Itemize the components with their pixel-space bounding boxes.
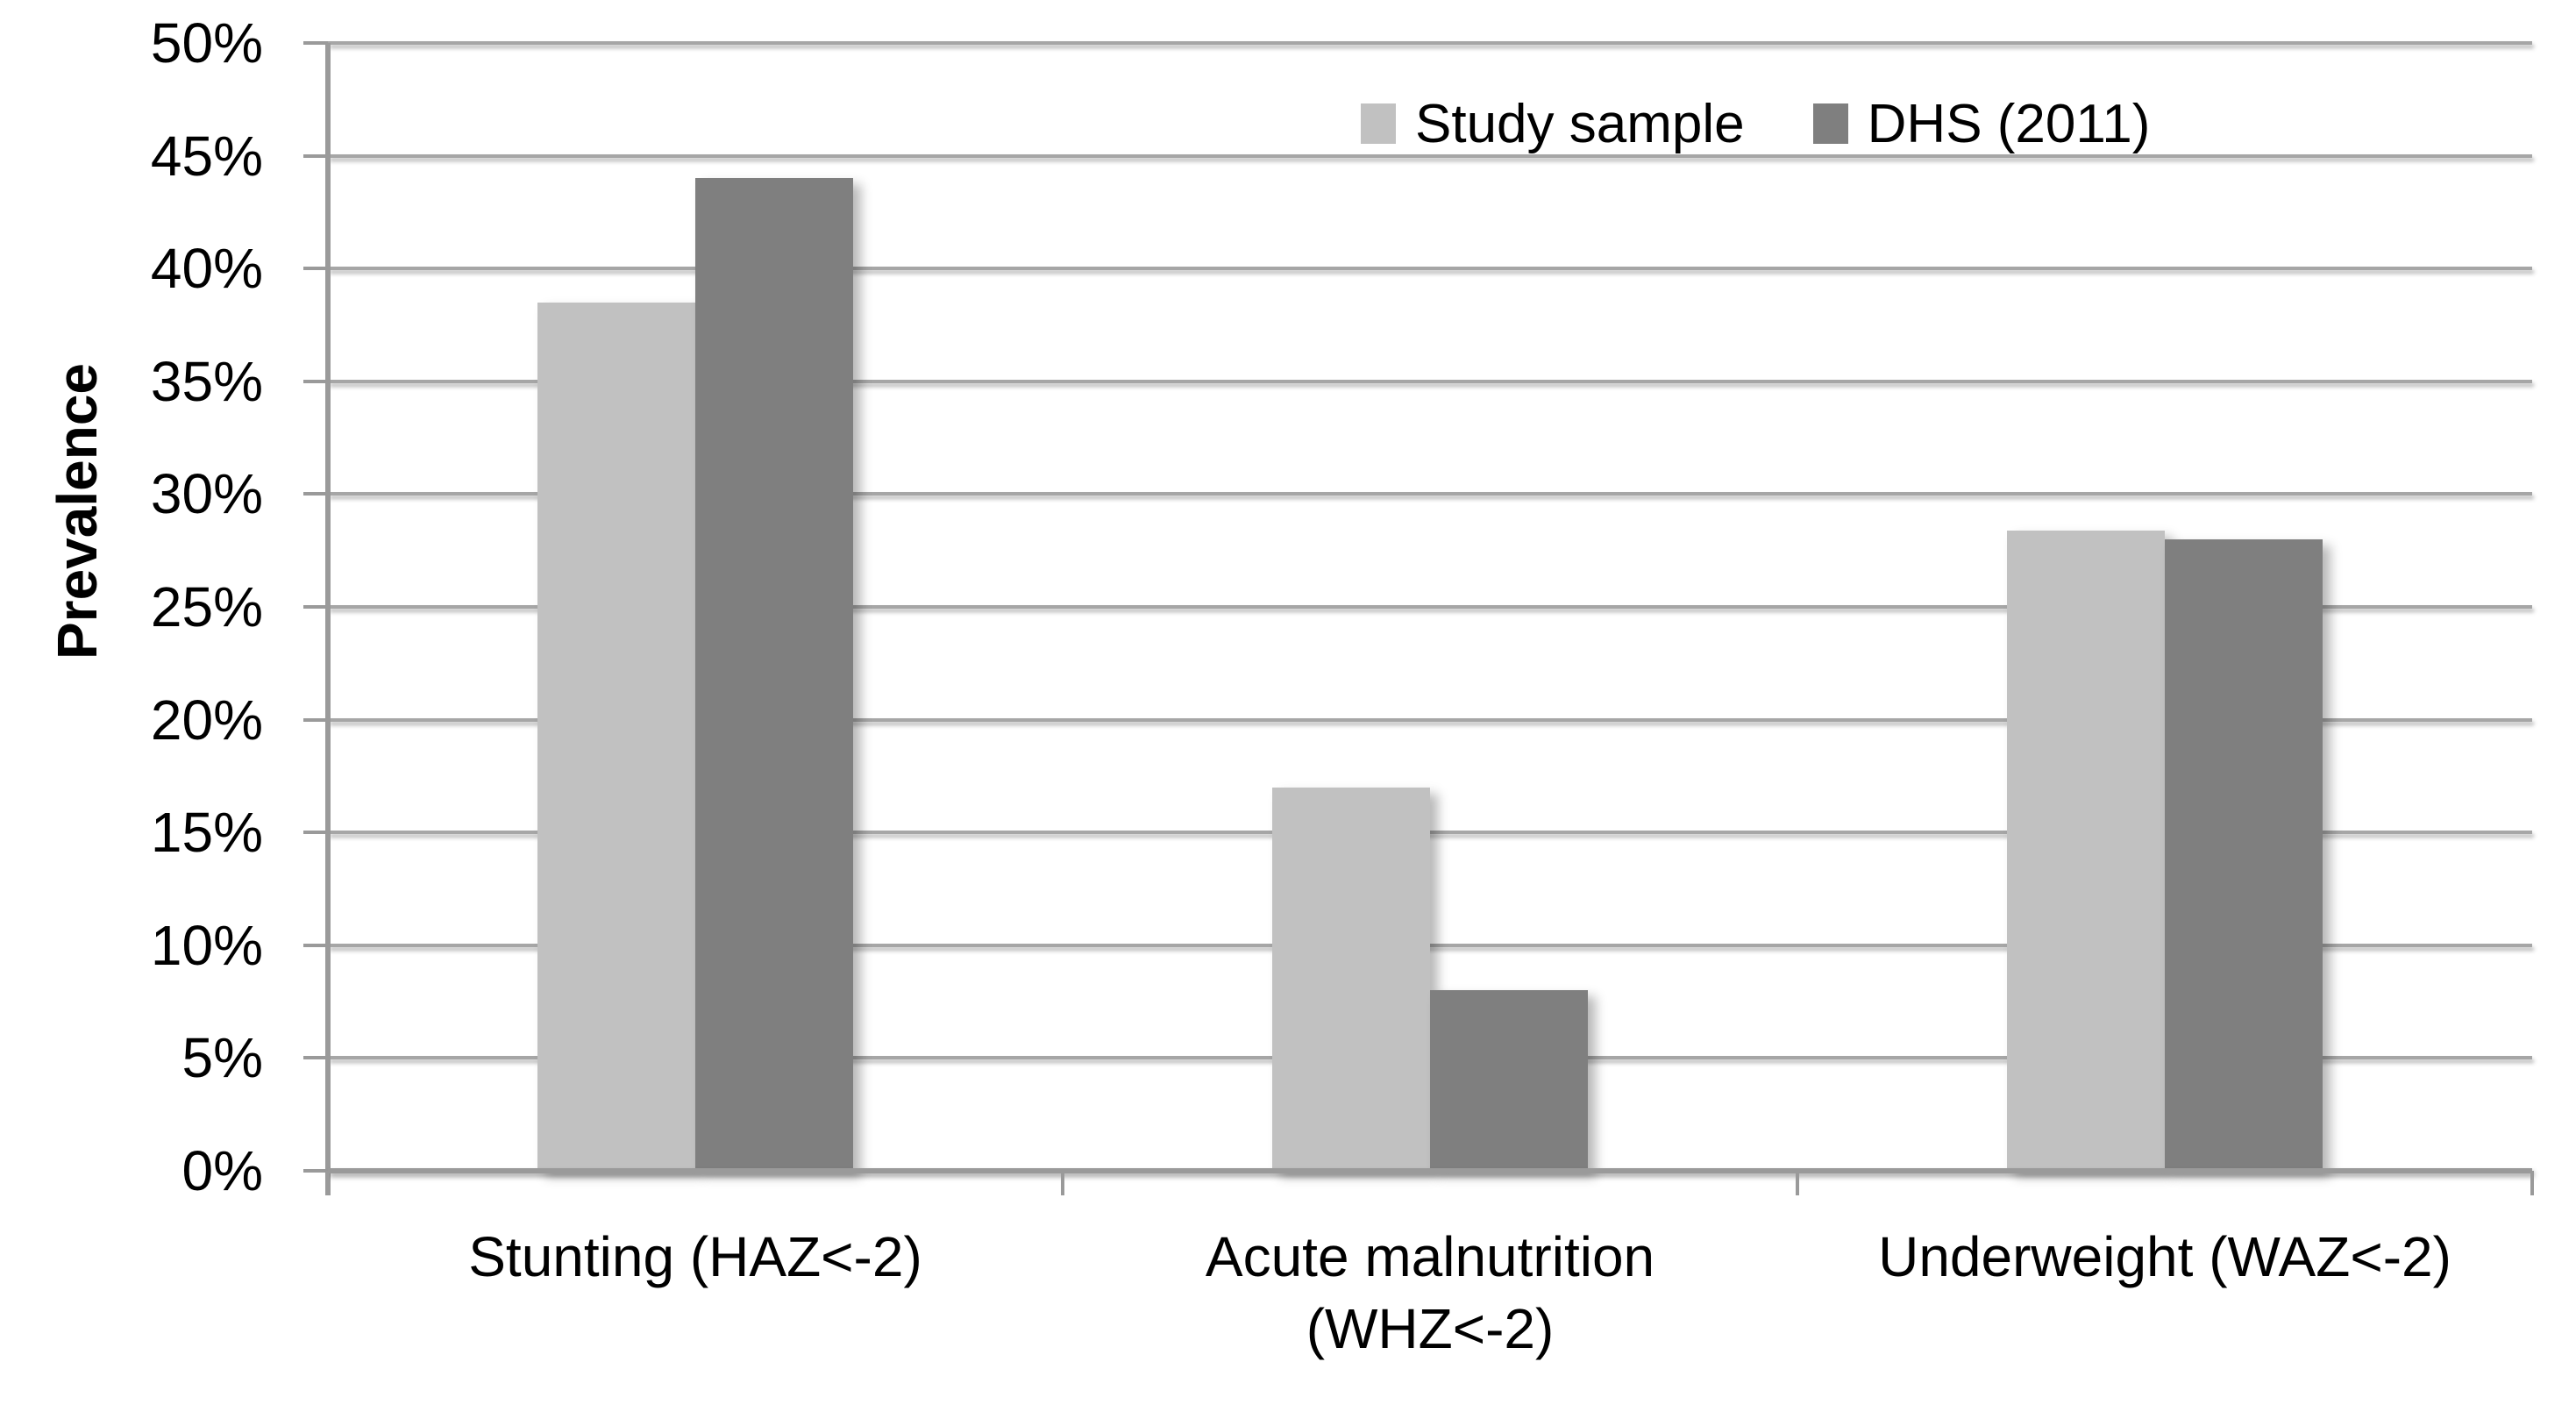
y-axis-tick-mark <box>303 943 328 947</box>
y-axis-tick-label: 5% <box>181 1026 264 1090</box>
y-axis-tick-label: 30% <box>150 462 263 526</box>
bar-study-sample-1 <box>537 302 695 1171</box>
bar-study-sample-2 <box>1272 787 1430 1171</box>
y-axis-tick-label: 35% <box>150 349 263 413</box>
x-axis-tick-mark <box>1061 1171 1064 1195</box>
y-axis-tick-label: 25% <box>150 575 263 638</box>
legend-swatch-dhs-2011 <box>1812 103 1848 144</box>
gridline-50% <box>328 41 2532 45</box>
y-axis-tick-mark <box>303 1056 328 1060</box>
bar-dhs-2011--2 <box>1430 990 1588 1171</box>
bar-dhs-2011--3 <box>2165 538 2323 1171</box>
gridline-30% <box>328 492 2532 496</box>
gridline-45% <box>328 153 2532 158</box>
legend-label-study-sample: Study sample <box>1415 93 1745 154</box>
y-axis-tick-label: 50% <box>150 11 263 75</box>
y-axis-tick-mark <box>303 831 328 835</box>
gridline-40% <box>328 267 2532 271</box>
y-axis-tick-mark <box>303 41 328 45</box>
bar-study-sample-3 <box>2007 530 2165 1171</box>
y-axis-tick-mark <box>303 605 328 609</box>
legend-swatch-study-sample <box>1361 103 1396 144</box>
y-axis-tick-label: 15% <box>150 801 263 865</box>
category-label: Stunting (HAZ<-2) <box>468 1225 922 1288</box>
x-axis-tick-mark <box>326 1171 330 1195</box>
category-label: Acute malnutrition (WHZ<-2) <box>1205 1225 1655 1360</box>
plot-area <box>303 41 2534 1195</box>
y-axis-tick-mark <box>303 267 328 271</box>
gridline-20% <box>328 717 2532 722</box>
gridline-15% <box>328 831 2532 835</box>
y-axis-tick-mark <box>303 153 328 158</box>
bar-dhs-2011--1 <box>695 178 853 1171</box>
y-axis-tick-mark <box>303 1169 328 1173</box>
y-axis-tick-label: 40% <box>150 237 263 301</box>
y-axis-tick-mark <box>303 379 328 383</box>
legend-entry-dhs-2011: DHS (2011) <box>1812 93 2151 155</box>
y-axis-tick-label: 0% <box>181 1139 264 1202</box>
gridline-25% <box>328 605 2532 609</box>
legend: Study sample DHS (2011) <box>1361 84 2150 163</box>
gridline-35% <box>328 379 2532 383</box>
y-axis-tick-label: 10% <box>150 913 263 977</box>
category-label: Underweight (WAZ<-2) <box>1878 1225 2451 1288</box>
gridline-10% <box>328 943 2532 947</box>
x-axis-tick-mark <box>1796 1171 1799 1195</box>
legend-label-dhs-2011: DHS (2011) <box>1867 93 2151 154</box>
y-axis-tick-mark <box>303 492 328 496</box>
y-axis-tick-label: 45% <box>150 124 263 188</box>
y-axis-tick-label: 20% <box>150 688 263 752</box>
y-axis-tick-mark <box>303 717 328 722</box>
y-axis-line <box>325 43 331 1195</box>
legend-entry-study-sample: Study sample <box>1361 93 1745 155</box>
x-axis-line <box>328 1168 2532 1173</box>
x-axis-tick-mark <box>2530 1171 2534 1195</box>
